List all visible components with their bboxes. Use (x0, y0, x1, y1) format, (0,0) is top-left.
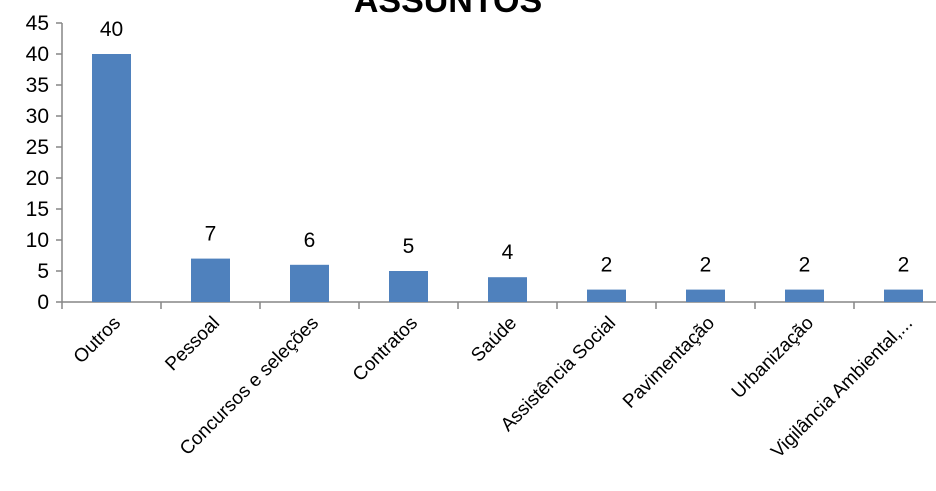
bars (92, 54, 923, 302)
data-label: 4 (502, 241, 514, 264)
y-tick-label: 5 (37, 260, 49, 283)
data-label: 2 (898, 254, 910, 277)
data-labels: 40 7 6 5 4 2 2 2 2 (100, 18, 910, 277)
data-label: 2 (601, 254, 613, 277)
y-tick-label: 40 (26, 43, 49, 66)
x-axis (61, 301, 936, 309)
y-tick-label: 35 (26, 74, 49, 97)
data-label: 2 (799, 254, 811, 277)
data-label: 7 (205, 223, 217, 246)
bar (785, 289, 824, 302)
chart-title: ASSUNTOS (354, 0, 542, 20)
data-label: 40 (100, 18, 123, 41)
y-tick-label: 30 (26, 105, 49, 128)
bar (587, 289, 626, 302)
bar (191, 258, 230, 302)
category-label: Outros (70, 313, 125, 368)
data-label: 5 (403, 235, 415, 258)
data-label: 6 (304, 229, 316, 252)
bar (290, 264, 329, 302)
category-label: Pessoal (161, 313, 224, 376)
bar (92, 54, 131, 302)
y-tick-label: 25 (26, 136, 49, 159)
y-tick-label: 20 (26, 167, 49, 190)
category-label: Contratos (349, 313, 422, 386)
bar (488, 277, 527, 302)
bar (686, 289, 725, 302)
y-axis: 0 5 10 15 20 25 30 35 40 45 (26, 12, 63, 314)
category-label: Saúde (467, 313, 521, 367)
y-tick-label: 10 (26, 229, 49, 252)
bar (884, 289, 923, 302)
y-tick-label: 0 (37, 291, 49, 314)
bar (389, 271, 428, 302)
category-label: Urbanização (728, 313, 818, 403)
category-label: Pavimentação (619, 313, 719, 413)
y-tick-label: 45 (26, 12, 49, 35)
y-tick-label: 15 (26, 198, 49, 221)
data-label: 2 (700, 254, 712, 277)
